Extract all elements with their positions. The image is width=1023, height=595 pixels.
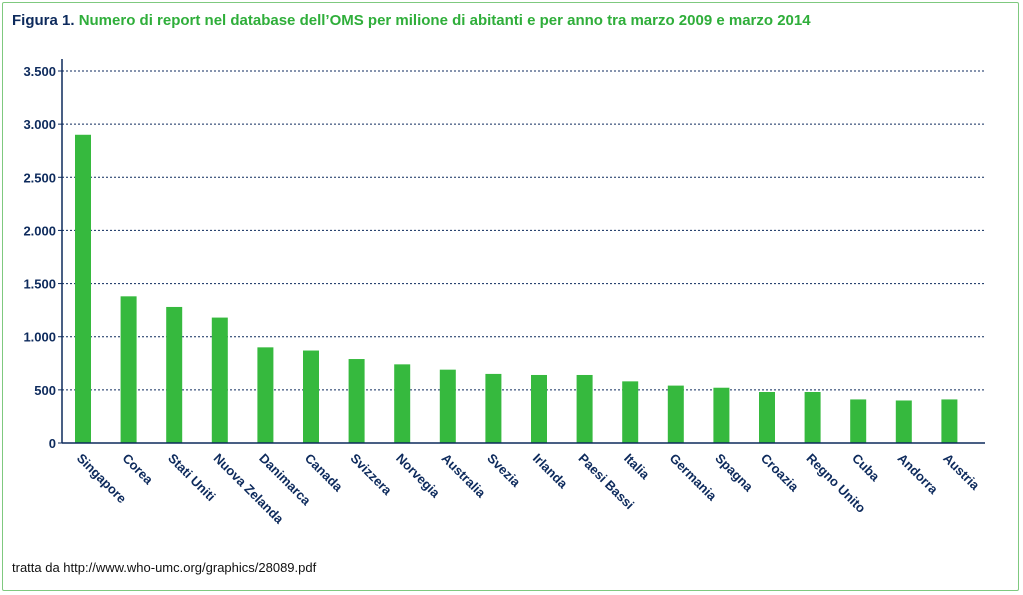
source-note: tratta da http://www.who-umc.org/graphic… xyxy=(12,560,317,575)
x-tick-label: Italia xyxy=(621,451,653,483)
x-tick-label: Cuba xyxy=(849,451,883,485)
x-tick-label: Andorra xyxy=(895,451,942,498)
bar-australia xyxy=(439,369,456,443)
x-tick-label: Croazia xyxy=(758,451,802,495)
bar-italia xyxy=(622,381,639,443)
x-tick-label: Svezia xyxy=(484,451,524,491)
bar-stati-uniti xyxy=(166,306,183,443)
y-tick-label: 2.500 xyxy=(23,170,56,185)
bar-regno-unito xyxy=(804,391,821,443)
bar-irlanda xyxy=(531,374,547,443)
bar-corea xyxy=(120,296,137,443)
x-tick-label: Corea xyxy=(119,451,156,488)
bar-nuova-zelanda xyxy=(211,317,228,443)
bar-canada xyxy=(303,350,319,443)
y-tick-label: 2.000 xyxy=(23,223,56,238)
bar-singapore xyxy=(75,134,91,443)
bar-paesi-bassi xyxy=(576,374,593,443)
x-tick-label: Spagna xyxy=(712,451,756,495)
x-tick-label: Canada xyxy=(302,451,346,495)
y-tick-label: 3.000 xyxy=(23,117,56,132)
x-tick-label: Stati Uniti xyxy=(165,451,219,505)
y-tick-label: 500 xyxy=(34,383,56,398)
x-tick-label: Germania xyxy=(667,451,721,505)
bar-germania xyxy=(667,385,684,443)
x-tick-label: Irlanda xyxy=(530,451,571,492)
y-tick-label: 1.500 xyxy=(23,277,56,292)
bar-cuba xyxy=(850,399,867,443)
x-tick-label: Norvegia xyxy=(393,451,443,501)
bars xyxy=(75,134,958,443)
bar-danimarca xyxy=(257,347,274,443)
gridlines xyxy=(62,70,985,391)
bar-spagna xyxy=(713,387,730,443)
x-tick-label: Australia xyxy=(439,451,489,501)
y-tick-label: 1.000 xyxy=(23,330,56,345)
x-tick-label: Svizzera xyxy=(347,451,395,499)
bar-austria xyxy=(941,399,958,443)
y-axis-ticks: 0 500 1.000 1.500 2.000 2.500 3.000 3.500 xyxy=(23,64,62,451)
bar-andorra xyxy=(895,400,912,443)
figure-label: Figura 1. xyxy=(12,12,75,29)
y-tick-label: 0 xyxy=(49,436,56,451)
figure-title: Figura 1. Numero di report nel database … xyxy=(12,12,811,29)
bar-norvegia xyxy=(394,364,411,443)
y-tick-label: 3.500 xyxy=(23,64,56,79)
bar-svizzera xyxy=(348,359,365,443)
bar-svezia xyxy=(485,373,502,443)
x-tick-label: Austria xyxy=(940,451,983,494)
figure-title-text: Numero di report nel database dell’OMS p… xyxy=(78,12,811,29)
bar-croazia xyxy=(759,391,775,443)
